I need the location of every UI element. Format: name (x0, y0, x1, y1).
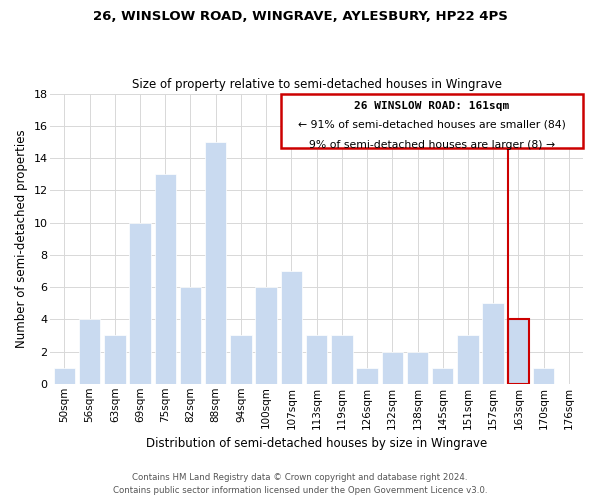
Bar (205, 142, 226, 384)
X-axis label: Distribution of semi-detached houses by size in Wingrave: Distribution of semi-detached houses by … (146, 437, 487, 450)
Bar (79, 320, 100, 384)
Text: 9% of semi-detached houses are larger (8) →: 9% of semi-detached houses are larger (8… (309, 140, 555, 149)
Bar (457, 336, 479, 384)
Bar (281, 94, 583, 148)
Text: 26, WINSLOW ROAD, WINGRAVE, AYLESBURY, HP22 4PS: 26, WINSLOW ROAD, WINGRAVE, AYLESBURY, H… (92, 10, 508, 23)
Bar (306, 336, 328, 384)
Bar (129, 222, 151, 384)
Bar (508, 320, 529, 384)
Y-axis label: Number of semi-detached properties: Number of semi-detached properties (15, 130, 28, 348)
Text: 26 WINSLOW ROAD: 161sqm: 26 WINSLOW ROAD: 161sqm (355, 101, 509, 111)
Bar (331, 336, 353, 384)
Bar (533, 368, 554, 384)
Text: Contains HM Land Registry data © Crown copyright and database right 2024.
Contai: Contains HM Land Registry data © Crown c… (113, 474, 487, 495)
Bar (256, 287, 277, 384)
Bar (356, 368, 378, 384)
Text: ← 91% of semi-detached houses are smaller (84): ← 91% of semi-detached houses are smalle… (298, 120, 566, 130)
Bar (180, 287, 201, 384)
Bar (432, 368, 454, 384)
Bar (482, 303, 504, 384)
Bar (155, 174, 176, 384)
Title: Size of property relative to semi-detached houses in Wingrave: Size of property relative to semi-detach… (131, 78, 502, 91)
Bar (104, 336, 125, 384)
Bar (281, 271, 302, 384)
Bar (407, 352, 428, 384)
Bar (382, 352, 403, 384)
Bar (53, 368, 75, 384)
Bar (230, 336, 251, 384)
